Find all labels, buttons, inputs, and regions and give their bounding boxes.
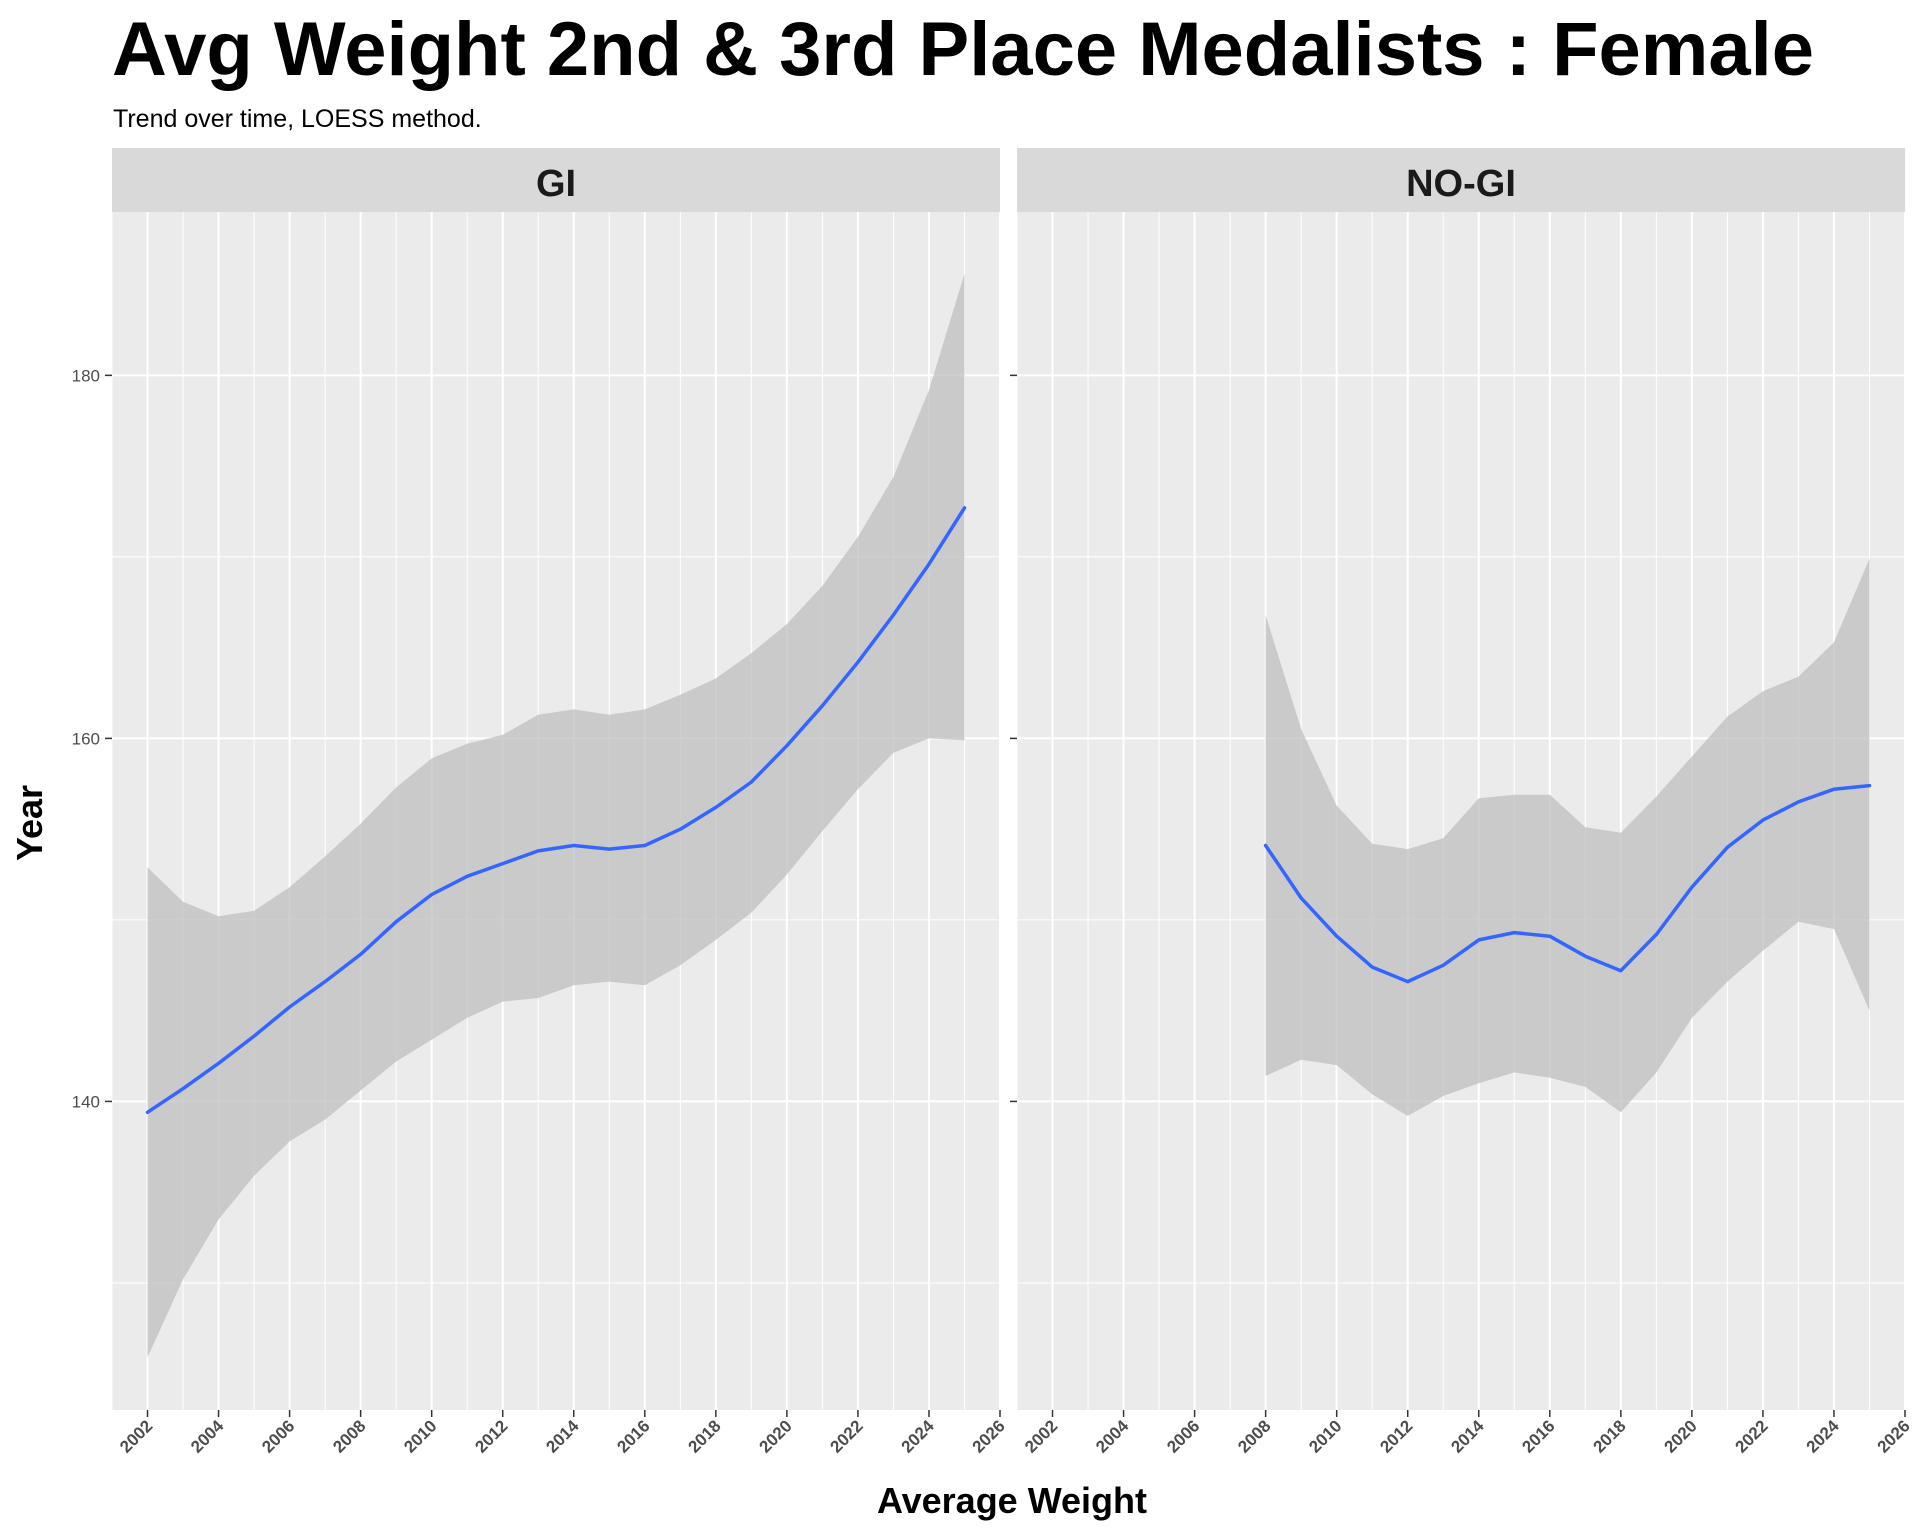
facet-label-gi: GI [536,163,576,205]
data-point-no-gi-2014 [1477,938,1481,942]
data-point-gi-2017 [678,827,682,831]
x-tick-label-no-gi-2008: 2008 [1234,1416,1274,1456]
chart-subtitle: Trend over time, LOESS method. [113,105,482,133]
data-point-gi-2016 [643,844,647,848]
data-point-no-gi-2018 [1619,969,1623,973]
data-point-gi-2021 [820,704,824,708]
data-point-gi-2015 [607,847,611,851]
chart-title: Avg Weight 2nd & 3rd Place Medalists : F… [112,7,1815,92]
facet-strip-gi [112,148,1000,212]
y-tick-label-160: 160 [72,729,100,748]
data-point-no-gi-2017 [1583,954,1587,958]
data-point-gi-2010 [430,893,434,897]
facet-strip-no-gi [1017,148,1905,212]
data-point-gi-2022 [856,660,860,664]
data-point-gi-2003 [181,1087,185,1091]
data-point-gi-2014 [572,844,576,848]
data-point-no-gi-2021 [1725,845,1729,849]
data-point-no-gi-2011 [1370,965,1374,969]
x-tick-label-no-gi-2022: 2022 [1732,1416,1772,1456]
data-point-gi-2006 [288,1005,292,1009]
data-point-no-gi-2008 [1264,844,1268,848]
x-tick-label-gi-2016: 2016 [613,1416,653,1456]
data-point-gi-2011 [465,874,469,878]
x-tick-label-no-gi-2006: 2006 [1163,1416,1203,1456]
data-point-no-gi-2023 [1796,800,1800,804]
x-tick-label-gi-2010: 2010 [400,1416,440,1456]
data-point-gi-2004 [217,1061,221,1065]
x-tick-label-gi-2002: 2002 [116,1416,156,1456]
panels-layer: GI 2002 2004 2006 2008 2010 2012 2014 2016 2018 20… [72,148,1914,1457]
data-point-no-gi-2013 [1441,963,1445,967]
confidence-band-gi [147,273,965,1358]
x-tick-label-no-gi-2012: 2012 [1376,1416,1416,1456]
data-point-gi-2012 [501,862,505,866]
data-point-no-gi-2009 [1299,896,1303,900]
x-tick-label-gi-2004: 2004 [187,1416,228,1457]
x-tick-label-gi-2006: 2006 [258,1416,298,1456]
data-point-gi-2005 [252,1034,256,1038]
data-point-gi-2007 [323,980,327,984]
x-tick-label-no-gi-2010: 2010 [1305,1416,1345,1456]
x-tick-label-no-gi-2026: 2026 [1874,1416,1914,1456]
x-tick-label-gi-2008: 2008 [329,1416,369,1456]
x-tick-label-no-gi-2024: 2024 [1803,1416,1844,1457]
data-point-gi-2024 [927,562,931,566]
data-point-gi-2019 [749,780,753,784]
x-tick-label-gi-2024: 2024 [898,1416,939,1457]
x-tick-label-no-gi-2004: 2004 [1092,1416,1133,1457]
data-point-no-gi-2010 [1335,934,1339,938]
x-axis-title: Average Weight [877,1480,1147,1521]
data-point-no-gi-2015 [1512,931,1516,935]
data-point-gi-2009 [394,920,398,924]
y-tick-label-180: 180 [72,366,100,385]
x-tick-label-gi-2018: 2018 [684,1416,724,1456]
x-tick-label-no-gi-2014: 2014 [1447,1416,1488,1457]
data-point-no-gi-2020 [1690,885,1694,889]
x-tick-label-gi-2020: 2020 [756,1416,796,1456]
data-point-no-gi-2024 [1832,787,1836,791]
data-point-no-gi-2025 [1868,784,1872,788]
data-point-gi-2023 [891,613,895,617]
data-point-gi-2020 [785,744,789,748]
data-point-no-gi-2019 [1654,932,1658,936]
x-tick-label-no-gi-2018: 2018 [1589,1416,1629,1456]
x-tick-label-gi-2022: 2022 [827,1416,867,1456]
y-tick-label-140: 140 [72,1092,100,1111]
data-point-gi-2018 [714,805,718,809]
data-point-gi-2002 [146,1110,150,1114]
trend-line-no-gi [1263,783,1872,984]
x-tick-label-no-gi-2020: 2020 [1661,1416,1701,1456]
data-point-no-gi-2016 [1548,934,1552,938]
x-tick-label-gi-2026: 2026 [969,1416,1009,1456]
panel-gi: GI 2002 2004 2006 2008 2010 2012 2014 2016 2018 20… [72,148,1009,1457]
x-tick-label-gi-2012: 2012 [471,1416,511,1456]
x-tick-label-no-gi-2002: 2002 [1021,1416,1061,1456]
facet-label-no-gi: NO-GI [1406,163,1516,205]
x-tick-label-no-gi-2016: 2016 [1518,1416,1558,1456]
trend-line-gi [145,506,967,1115]
y-axis-title: Year [9,785,50,861]
panel-no-gi: NO-GI 2002 2004 2006 2008 2010 2012 2014 2016 201… [1010,148,1914,1457]
data-point-no-gi-2012 [1406,980,1410,984]
data-point-no-gi-2022 [1761,818,1765,822]
x-tick-label-gi-2014: 2014 [542,1416,583,1457]
data-point-gi-2013 [536,849,540,853]
data-point-gi-2008 [359,952,363,956]
data-point-gi-2025 [963,506,967,510]
